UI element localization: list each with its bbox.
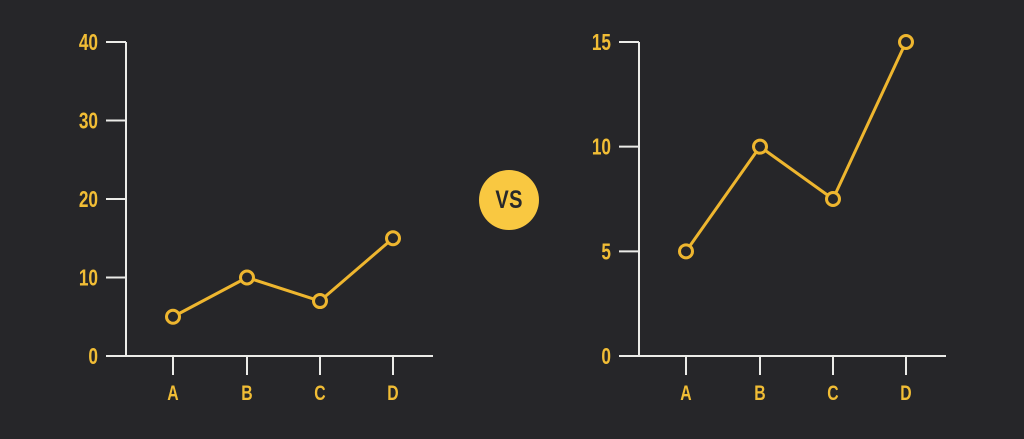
y-tick-label: 0 [88,345,98,370]
data-point-A [165,308,181,325]
y-tick-label: 15 [592,31,611,56]
x-tick-label: A [167,381,178,405]
data-point-D [385,230,401,247]
data-point-A [678,243,694,260]
right-line-chart: 0 5 10 15 A B C D [592,31,946,405]
x-tick-label: D [900,381,911,405]
data-point-D [898,34,914,50]
x-tick-label: C [827,381,838,405]
vs-badge: VS [479,170,539,230]
vs-label: VS [495,185,523,214]
y-tick-label: 5 [601,240,611,265]
x-tick-label: D [387,381,398,405]
y-tick-label: 10 [592,135,611,160]
y-tick-label: 20 [79,188,98,213]
left-line-chart: 0 10 20 30 40 A B C D [79,31,433,405]
y-tick-label: 10 [79,266,98,291]
data-point-B [752,138,768,155]
data-line [684,40,908,253]
x-tick-label: A [680,381,691,405]
y-tick-label: 0 [601,345,611,370]
data-point-C [825,191,841,207]
y-tick-label: 30 [79,109,98,134]
x-tick-label: B [241,381,252,405]
data-line [171,236,395,319]
x-tick-label: C [314,381,325,405]
data-point-C [312,293,328,310]
y-tick-label: 40 [79,31,98,56]
x-tick-label: B [754,381,765,405]
data-point-B [239,269,255,286]
